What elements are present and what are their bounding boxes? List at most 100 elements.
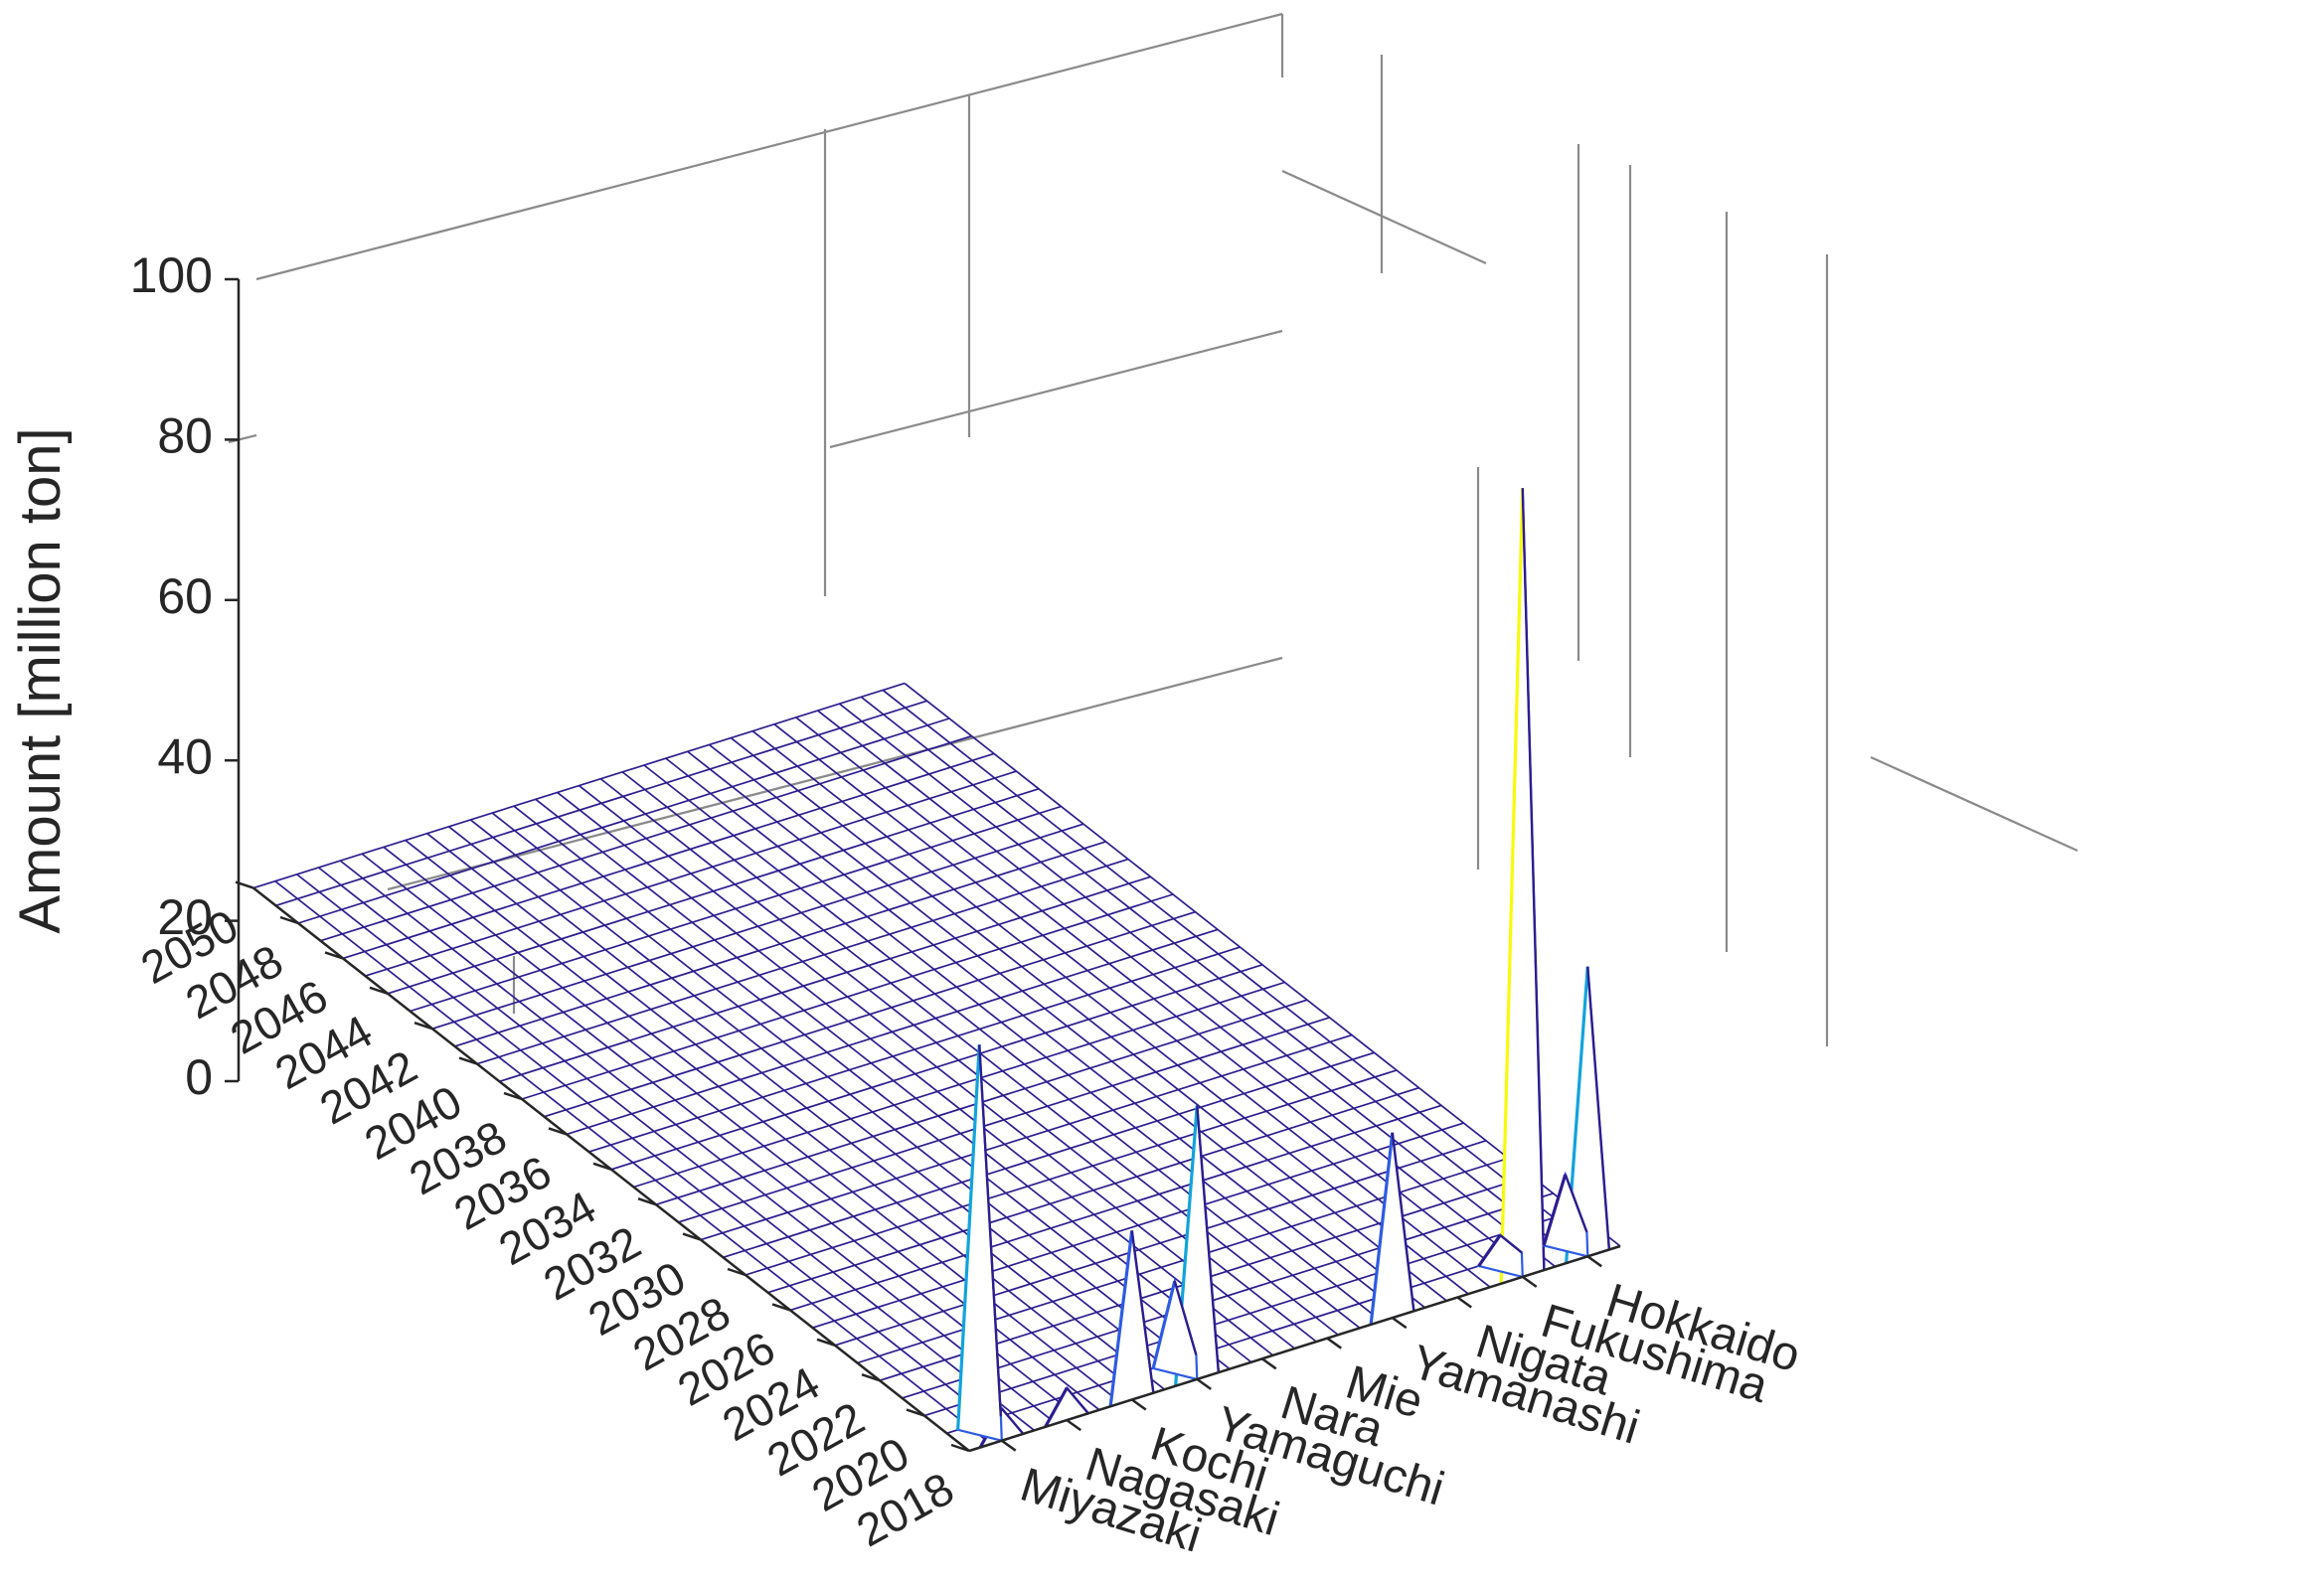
mesh-line [610,963,1263,1171]
peak-edge [1000,1407,1025,1435]
prefecture-tick-mark [1456,1296,1472,1309]
back-grid-line [1281,169,1487,265]
mesh-line [902,1192,1554,1399]
back-grid-line [228,433,257,444]
year-tick-mark [727,1267,747,1277]
peak-ridge [1477,1233,1502,1267]
back-grid-line [255,12,1283,281]
prefecture-tick-mark [1196,1377,1212,1390]
peak-ridge [1369,1132,1395,1326]
prefecture-tick-mark [1001,1439,1017,1452]
mesh-line [410,805,1062,1013]
peak-edge [1173,1280,1198,1355]
mesh-line [812,1122,1464,1329]
mesh-line [431,823,1084,1031]
prefecture-tick-mark [1522,1275,1538,1288]
mesh-line [588,946,1241,1153]
z-tick-label: 20 [157,889,213,945]
peak-edge [1521,488,1546,1271]
z-axis-tick-labels: 0 20 40 60 80 100 [130,247,213,1105]
year-tick-mark [458,1056,478,1065]
prefecture-tick-mark [1586,1255,1602,1268]
peak-ridge [1499,488,1525,1284]
year-tick-mark [548,1127,568,1136]
peak-ridge [1108,1230,1134,1407]
year-tick-mark [369,986,389,995]
peak-edge [1130,1230,1155,1393]
peak-edge [1391,1132,1415,1312]
mesh-line [387,787,1040,995]
peak-edge [1499,1233,1523,1254]
prefecture-tick-mark [1261,1357,1277,1370]
surface-mesh [252,682,1621,1452]
year-tick-mark [906,1408,925,1417]
z-tick-label: 40 [157,728,213,784]
mesh-line [723,1051,1375,1259]
mesh-line [365,770,1017,977]
back-grid-line [1870,755,2078,853]
peak-edge [978,1044,1003,1417]
prefecture-axis-line [968,1244,1621,1453]
mesh-line [342,752,995,960]
mesh-line [476,858,1129,1065]
peak-fukushima-2018 [1499,488,1546,1286]
mesh-line [297,717,950,924]
peak-ridge [1044,1386,1069,1428]
peak-fukushima-2019 [1476,1233,1524,1279]
year-tick-mark [414,1022,433,1031]
mesh-line [633,981,1285,1189]
prefecture-tick-mark [1131,1398,1147,1411]
mesh-line [252,682,906,889]
back-grid-line [829,329,1283,449]
year-tick-mark [235,880,254,889]
z-tick-label: 60 [157,568,213,624]
year-axis-tick-labels: 2018202020222024202620282030203220342036… [132,899,962,1556]
mesh-line [275,700,927,907]
mesh-line [789,1104,1442,1312]
z-axis-title: Amount [million ton] [8,427,73,933]
year-tick-mark [592,1162,612,1171]
year-tick-mark [861,1373,881,1382]
peak-miyazaki-2019 [956,1044,1003,1443]
year-tick-mark [503,1091,523,1101]
peak-edge [1564,1174,1588,1233]
year-tick-mark [771,1303,791,1312]
z-tick-label: 100 [130,247,213,303]
year-tick-mark [816,1338,836,1347]
z-tick-label: 80 [157,408,213,464]
peak-face [1499,488,1546,1286]
mesh-line [923,1209,1577,1417]
year-tick-mark [637,1197,657,1206]
peak-ridge [1151,1280,1177,1369]
mesh-line [678,1017,1330,1223]
prefecture-tick-mark [1326,1337,1342,1350]
year-tick-mark [324,951,344,960]
z-tick-label: 0 [185,1049,213,1105]
prefecture-tick-mark [1392,1317,1408,1330]
peak-ridge [956,1044,981,1430]
mesh-line [320,734,972,942]
peak-edge [1066,1386,1089,1415]
year-tick-mark [682,1232,702,1241]
surface-peaks [956,488,1611,1450]
peak-face [956,1044,1003,1443]
mesh-line [566,928,1219,1136]
back-grid-line [387,656,1283,891]
back-grid-lines [228,12,2078,1046]
peak-yamaguchi-2019 [1151,1276,1199,1381]
peak-edge [1586,966,1611,1250]
prefecture-tick-mark [1066,1419,1081,1432]
mesh-line [767,1086,1419,1294]
peak-yamanashi-2018 [1369,1132,1415,1327]
year-tick-mark [279,915,299,925]
peak-ridge [1542,1174,1568,1246]
mesh-line [499,875,1151,1083]
mesh-line [454,841,1106,1047]
peak-edge [1196,1105,1221,1373]
mesh-line [745,1069,1398,1276]
peak-hokkaido-2019 [1542,1171,1589,1258]
mesh-line [521,893,1174,1100]
axis-lines [225,277,1621,1453]
mesh-line [700,1033,1353,1241]
